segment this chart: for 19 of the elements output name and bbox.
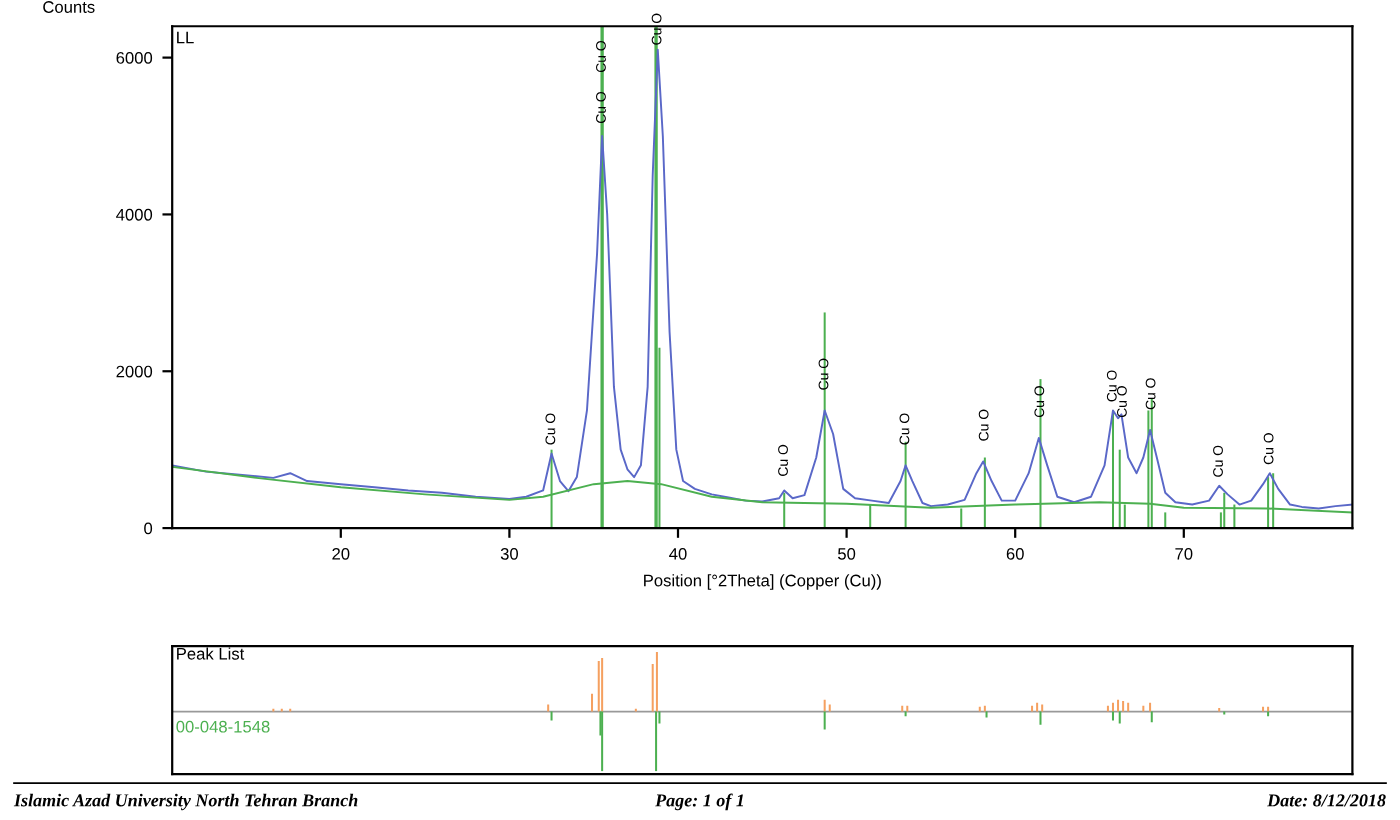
x-tick-label: 70	[1175, 547, 1193, 560]
x-axis-title: Position [°2Theta] (Copper (Cu))	[644, 574, 881, 590]
text: Page: 1 of 1	[655, 793, 744, 811]
x-tick-label: 40	[669, 547, 687, 560]
y-tick-label: 2000	[116, 365, 153, 378]
x-tick-label: 60	[1006, 547, 1024, 560]
text: 00-048-1548	[176, 720, 270, 733]
line-series	[172, 48, 1353, 510]
y-tick-label: 4000	[116, 208, 153, 221]
x-tick-label: 50	[838, 547, 856, 560]
chart-title: LL	[177, 31, 194, 44]
chart-title: Peak List	[177, 647, 245, 660]
y-tick-label: 0	[144, 522, 153, 535]
y-tick-label: 6000	[116, 52, 153, 64]
text: Islamic Azad University North Tehran Branch	[13, 793, 358, 811]
x-tick-label: 30	[500, 547, 519, 560]
y-axis-title: Counts	[43, 1, 95, 13]
x-tick-label: 20	[332, 547, 350, 560]
text: Date: 8/12/2018	[1267, 794, 1386, 807]
